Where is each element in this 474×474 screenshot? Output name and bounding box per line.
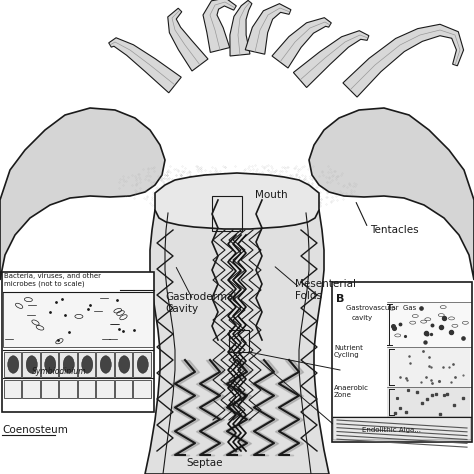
- Bar: [22, 380, 40, 398]
- Bar: [97, 380, 114, 398]
- Bar: [212, 196, 242, 231]
- Text: Tentacles: Tentacles: [370, 225, 419, 235]
- Text: Bacteria, viruses, and other
microbes (not to scale): Bacteria, viruses, and other microbes (n…: [4, 273, 101, 287]
- Polygon shape: [230, 0, 252, 56]
- Bar: [333, 417, 471, 440]
- Bar: [41, 380, 58, 398]
- Text: Gastrovascular  Gas: Gastrovascular Gas: [346, 305, 416, 311]
- Bar: [387, 387, 470, 417]
- Polygon shape: [0, 108, 165, 280]
- Polygon shape: [145, 210, 329, 474]
- Text: Nutrient
Cycling: Nutrient Cycling: [334, 345, 363, 358]
- Polygon shape: [168, 8, 208, 71]
- Text: Symbiodinium: Symbiodinium: [32, 367, 87, 376]
- Text: B: B: [336, 294, 345, 304]
- Bar: [4, 352, 21, 377]
- Bar: [22, 352, 40, 377]
- Bar: [60, 380, 77, 398]
- Text: Coenosteum: Coenosteum: [2, 425, 68, 435]
- Polygon shape: [203, 0, 236, 53]
- Bar: [97, 352, 114, 377]
- Text: Septae: Septae: [187, 458, 223, 468]
- Bar: [229, 330, 249, 352]
- Polygon shape: [293, 31, 369, 88]
- Text: Anaerobic
Zone: Anaerobic Zone: [334, 385, 369, 398]
- Text: Endolithic Alga...: Endolithic Alga...: [362, 427, 421, 433]
- Text: Mouth: Mouth: [255, 190, 288, 200]
- Ellipse shape: [45, 356, 56, 373]
- Bar: [4, 380, 21, 398]
- Polygon shape: [109, 38, 181, 93]
- Ellipse shape: [8, 356, 19, 373]
- Bar: [387, 302, 470, 347]
- Text: cavity: cavity: [352, 315, 373, 321]
- Text: Gastrodermal
Cavity: Gastrodermal Cavity: [165, 292, 237, 314]
- Polygon shape: [245, 4, 291, 54]
- Text: Mesenterial
Folds: Mesenterial Folds: [295, 279, 356, 301]
- Bar: [41, 352, 58, 377]
- Ellipse shape: [100, 356, 111, 373]
- Bar: [78, 352, 95, 377]
- Bar: [2, 272, 154, 412]
- Ellipse shape: [118, 356, 130, 373]
- Polygon shape: [309, 108, 474, 280]
- Polygon shape: [343, 24, 464, 97]
- Ellipse shape: [137, 356, 148, 373]
- Polygon shape: [272, 18, 331, 68]
- Bar: [115, 380, 133, 398]
- Ellipse shape: [63, 356, 74, 373]
- Bar: [78, 380, 95, 398]
- Bar: [115, 352, 133, 377]
- Bar: [387, 347, 470, 387]
- Polygon shape: [155, 173, 319, 229]
- Ellipse shape: [26, 356, 37, 373]
- Bar: [134, 380, 151, 398]
- Bar: [332, 282, 472, 442]
- Bar: [134, 352, 151, 377]
- Bar: [3, 292, 153, 347]
- Ellipse shape: [82, 356, 93, 373]
- Bar: [60, 352, 77, 377]
